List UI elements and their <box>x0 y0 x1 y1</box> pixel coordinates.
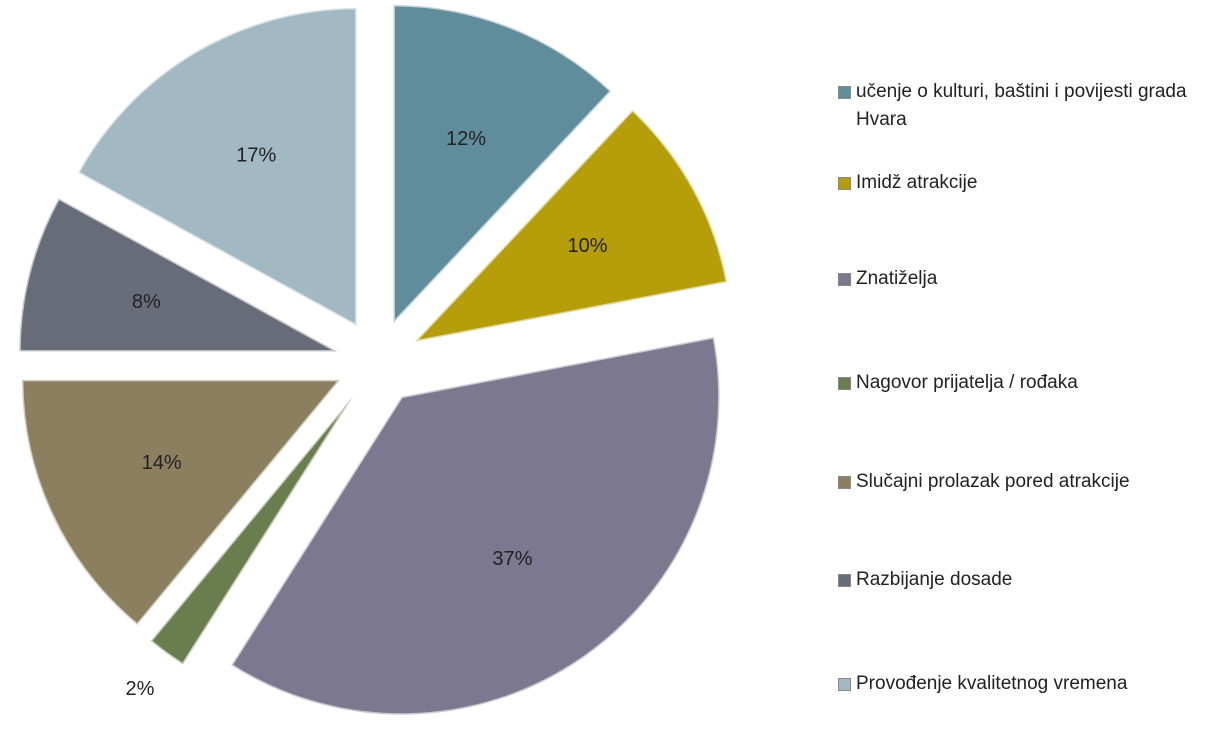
pie-slice <box>75 6 359 329</box>
pie-slice <box>391 3 614 327</box>
pie-slice <box>148 395 355 667</box>
legend-label: Razbijanje dosade <box>856 569 1013 590</box>
legend-item: Znatiželja <box>838 265 1224 293</box>
pie-slice <box>410 107 729 345</box>
legend-item: Provođenje kvalitetnog vremena <box>838 670 1224 698</box>
legend-swatch <box>838 574 851 587</box>
chart: 12% 10% 37% 2% 14% 8% 17% <box>17 3 729 717</box>
data-label: 10% <box>568 235 608 257</box>
legend-label: Znatiželja <box>856 268 938 289</box>
data-label: 8% <box>132 291 161 313</box>
data-label: 12% <box>446 128 486 150</box>
legend-label: učenje o kulturi, baštini i povijesti gr… <box>856 81 1187 130</box>
legend-swatch <box>838 476 851 489</box>
legend-item: učenje o kulturi, baštini i povijesti gr… <box>838 78 1224 134</box>
legend-swatch <box>838 86 851 99</box>
data-label: 2% <box>125 678 154 700</box>
legend-item: Razbijanje dosade <box>838 566 1224 594</box>
data-label: 37% <box>492 548 532 570</box>
legend-item: Nagovor prijatelja / rođaka <box>838 369 1224 397</box>
pie-slice <box>229 335 722 717</box>
pie-slice <box>17 196 339 354</box>
legend-label: Imidž atrakcije <box>856 172 978 193</box>
legend-item: Slučajni prolazak pored atrakcije <box>838 468 1224 496</box>
legend-swatch <box>838 273 851 286</box>
legend-label: Slučajni prolazak pored atrakcije <box>856 471 1130 492</box>
legend-item: Imidž atrakcije <box>838 169 1224 197</box>
legend-label: Nagovor prijatelja / rođaka <box>856 372 1078 393</box>
legend-swatch <box>838 177 851 190</box>
legend-swatch <box>838 678 851 691</box>
legend-swatch <box>838 377 851 390</box>
data-label: 17% <box>236 144 276 166</box>
data-label: 14% <box>142 452 182 474</box>
pie-slice <box>20 378 344 628</box>
legend-label: Provođenje kvalitetnog vremena <box>856 673 1128 694</box>
